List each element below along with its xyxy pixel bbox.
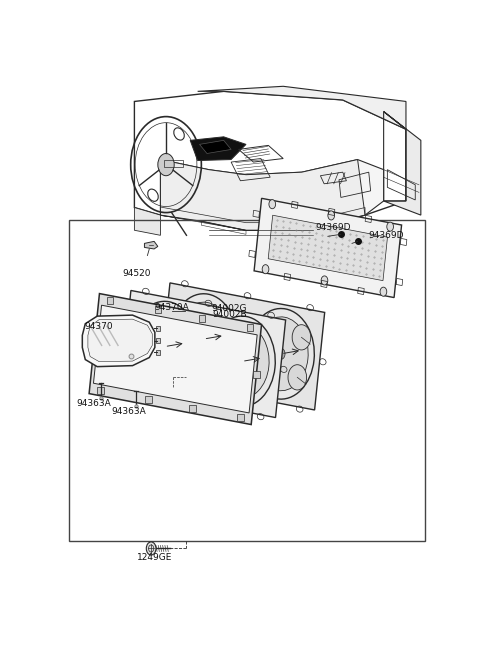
Ellipse shape [288, 365, 307, 390]
Polygon shape [160, 283, 324, 410]
Ellipse shape [262, 264, 269, 274]
Ellipse shape [269, 199, 276, 209]
Bar [237, 414, 244, 421]
Polygon shape [230, 331, 255, 362]
Ellipse shape [380, 287, 387, 297]
Polygon shape [83, 315, 155, 367]
Bar [253, 371, 260, 378]
Text: 1249GE: 1249GE [137, 553, 172, 562]
Polygon shape [268, 215, 387, 281]
Polygon shape [384, 112, 421, 215]
Bar [69, 220, 424, 541]
Ellipse shape [248, 308, 314, 399]
Ellipse shape [277, 348, 285, 359]
Text: 94002G: 94002G [212, 304, 247, 313]
Polygon shape [134, 207, 160, 236]
Ellipse shape [137, 310, 192, 384]
Circle shape [158, 154, 174, 176]
Polygon shape [200, 140, 231, 154]
Bar [145, 396, 152, 403]
Text: 94369D: 94369D [316, 223, 351, 232]
Bar [328, 209, 335, 215]
Polygon shape [89, 294, 262, 424]
Circle shape [146, 542, 156, 555]
Bar [365, 215, 372, 222]
Bar [190, 405, 196, 412]
Ellipse shape [176, 302, 231, 376]
Bar [358, 287, 364, 295]
Polygon shape [94, 305, 257, 413]
Polygon shape [191, 338, 216, 370]
Bar [156, 326, 160, 331]
Text: 94002B: 94002B [212, 310, 247, 319]
Text: 94370: 94370 [85, 321, 113, 331]
Polygon shape [190, 137, 246, 161]
Ellipse shape [160, 341, 168, 352]
Bar [97, 387, 104, 394]
Bar [321, 280, 327, 287]
Ellipse shape [215, 325, 269, 398]
Text: 94369D: 94369D [369, 231, 404, 240]
Bar [156, 350, 160, 355]
Bar [107, 297, 113, 304]
Polygon shape [160, 159, 384, 230]
Polygon shape [160, 159, 365, 230]
Bar [284, 274, 290, 281]
Ellipse shape [328, 211, 335, 220]
Ellipse shape [321, 276, 328, 285]
Ellipse shape [208, 316, 275, 407]
Polygon shape [254, 198, 402, 298]
Ellipse shape [200, 333, 208, 344]
Bar [253, 211, 260, 217]
Polygon shape [88, 319, 152, 361]
Bar [400, 238, 407, 245]
Bar [91, 340, 97, 347]
Polygon shape [121, 291, 286, 417]
Ellipse shape [292, 325, 311, 350]
Ellipse shape [254, 317, 308, 391]
Text: 94370A: 94370A [154, 302, 189, 312]
Text: 94520: 94520 [122, 269, 151, 278]
Polygon shape [144, 241, 158, 249]
Ellipse shape [387, 222, 394, 231]
Text: 94363A: 94363A [76, 399, 111, 408]
Bar [155, 306, 161, 314]
Bar [156, 338, 160, 343]
Bar [199, 315, 205, 322]
Text: 94363A: 94363A [111, 407, 146, 416]
Bar [291, 201, 298, 209]
Polygon shape [198, 87, 406, 129]
Bar [396, 278, 403, 285]
Ellipse shape [238, 356, 246, 367]
Ellipse shape [131, 301, 198, 392]
Bar [249, 251, 255, 257]
Ellipse shape [170, 294, 237, 384]
Bar [247, 324, 253, 331]
